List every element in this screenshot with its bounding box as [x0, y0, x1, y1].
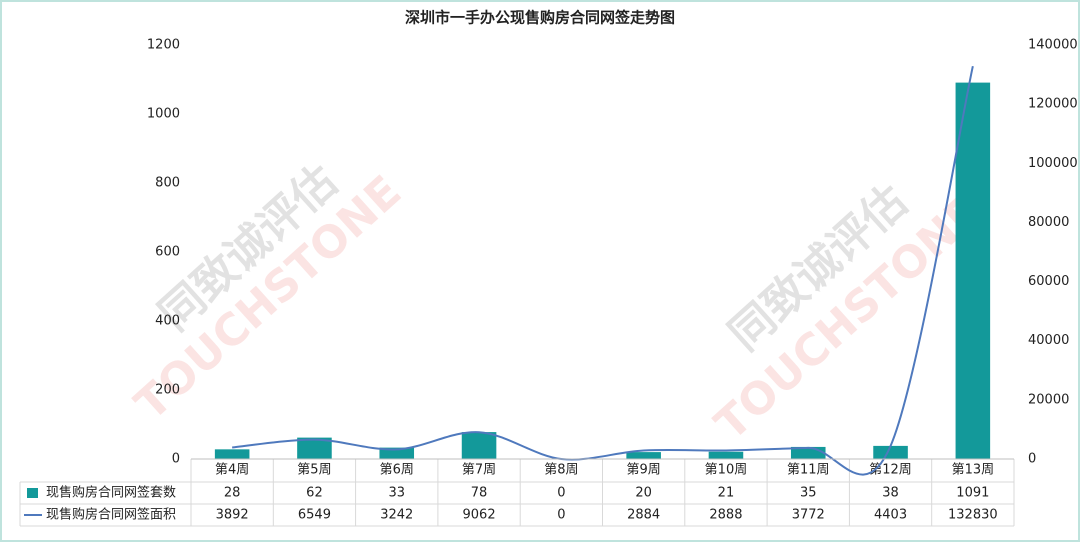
y2-tick-label: 120000: [1028, 97, 1078, 112]
y2-tick-label: 140000: [1028, 38, 1078, 53]
y-tick-label: 400: [155, 314, 180, 329]
chart-title: 深圳市一手办公现售购房合同网签走势图: [405, 9, 675, 27]
table-value: 9062: [463, 508, 496, 523]
y2-tick-label: 20000: [1028, 392, 1069, 407]
x-tick-label: 第13周: [952, 463, 995, 478]
x-tick-label: 第4周: [215, 463, 249, 478]
legend-label: 现售购房合同网签套数: [46, 485, 176, 501]
table-value: 28: [224, 486, 241, 501]
table-value: 2884: [627, 508, 660, 523]
y-tick-label: 1200: [147, 38, 180, 53]
table-value: 3772: [792, 508, 825, 523]
bar: [461, 432, 497, 459]
table-value: 3892: [216, 508, 249, 523]
line: [232, 65, 974, 476]
y2-tick-label: 100000: [1028, 156, 1078, 171]
bar: [708, 451, 744, 459]
x-tick-label: 第12周: [869, 463, 912, 478]
table-value: 78: [471, 486, 488, 501]
table-value: 1091: [956, 486, 989, 501]
y-tick-label: 800: [155, 176, 180, 191]
table-value: 4403: [874, 508, 907, 523]
y2-tick-label: 80000: [1028, 215, 1069, 230]
bar: [626, 452, 661, 459]
x-tick-label: 第10周: [705, 463, 748, 478]
table-value: 2888: [709, 508, 742, 523]
table-value: 3242: [380, 508, 413, 523]
y2-tick-label: 40000: [1028, 333, 1069, 348]
x-tick-label: 第11周: [787, 463, 830, 478]
bar: [955, 82, 991, 459]
table-value: 0: [557, 508, 565, 523]
x-tick-label: 第6周: [380, 463, 414, 478]
table-value: 20: [635, 486, 652, 501]
bar: [379, 447, 415, 459]
bar: [873, 445, 908, 459]
table-value: 33: [388, 486, 405, 501]
table-value: 21: [718, 486, 735, 501]
legend-label: 现售购房合同网签面积: [46, 507, 176, 523]
legend-key: [27, 488, 38, 498]
table-value: 6549: [298, 508, 331, 523]
x-tick-label: 第8周: [544, 463, 578, 478]
bar: [214, 449, 250, 459]
table-value: 38: [882, 486, 899, 501]
y-tick-label: 1000: [147, 107, 180, 122]
x-tick-label: 第5周: [297, 463, 331, 478]
x-tick-label: 第7周: [462, 463, 496, 478]
table-value: 35: [800, 486, 817, 501]
table-value: 0: [557, 486, 565, 501]
y-tick-label: 200: [155, 383, 180, 398]
y2-tick-label: 60000: [1028, 274, 1069, 289]
table-value: 132830: [948, 508, 998, 523]
x-tick-label: 第9周: [627, 463, 661, 478]
y-tick-label: 0: [172, 452, 180, 467]
y2-tick-label: 0: [1028, 452, 1036, 467]
bar: [297, 437, 332, 459]
y-tick-label: 600: [155, 245, 180, 260]
table-value: 62: [306, 486, 323, 501]
